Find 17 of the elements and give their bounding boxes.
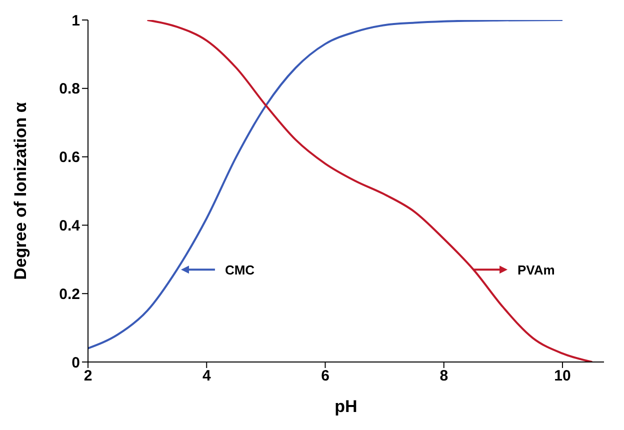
x-tick-label: 4 — [202, 368, 212, 385]
legend-label: PVAm — [518, 262, 555, 278]
x-axis-title: pH — [334, 397, 358, 416]
x-tick-label: 10 — [554, 368, 571, 385]
y-tick-label: 1 — [72, 12, 80, 30]
y-axis-title: Degree of Ionization α — [11, 102, 30, 280]
y-tick-label: 0.4 — [59, 218, 81, 235]
line-series — [88, 20, 564, 350]
line-series — [146, 20, 594, 362]
y-tick-label: 0.6 — [59, 149, 80, 166]
x-tick-label: 6 — [321, 368, 330, 385]
y-tick-label: 0 — [72, 354, 80, 372]
x-tick-label: 8 — [440, 368, 448, 385]
y-tick-label: 0.8 — [59, 80, 80, 98]
y-tick-label: 0.2 — [59, 286, 80, 303]
legend-label: CMC — [224, 262, 256, 278]
x-tick-label: 2 — [84, 368, 92, 385]
